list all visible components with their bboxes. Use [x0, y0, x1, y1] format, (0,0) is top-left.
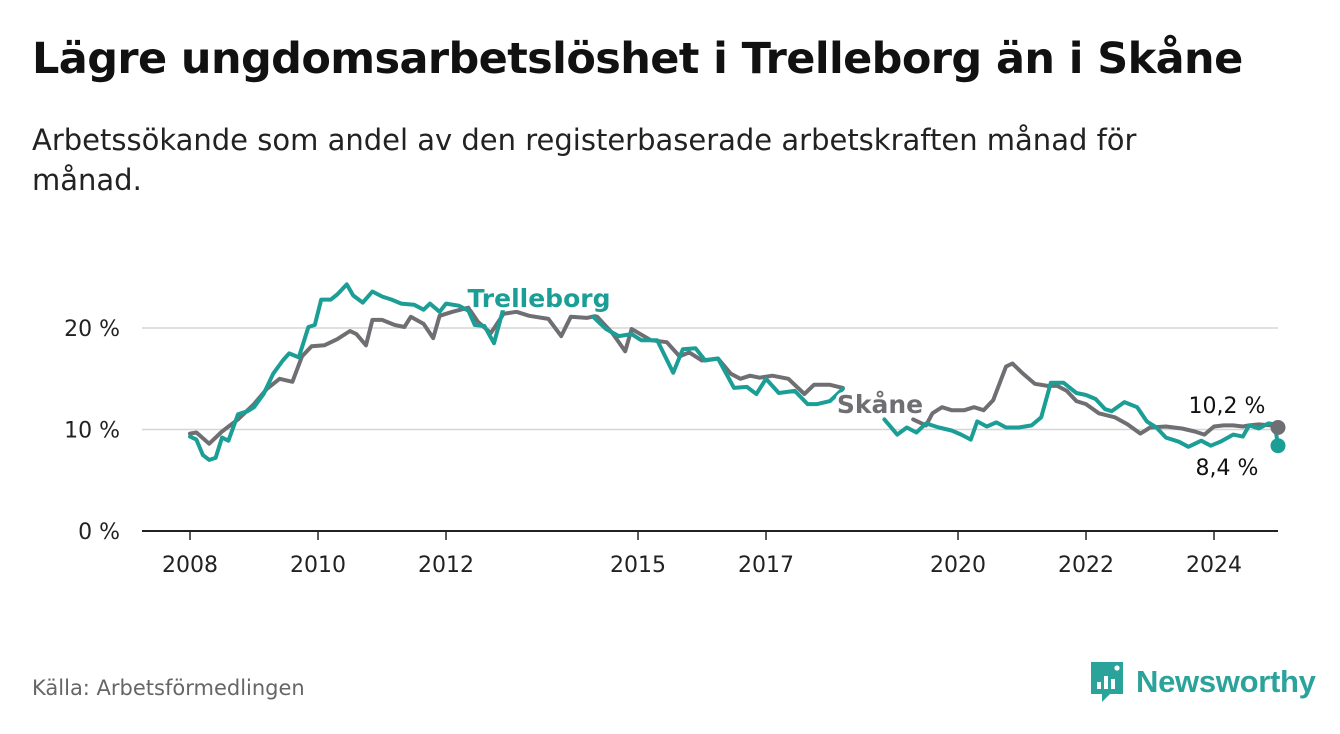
y-tick-label: 20 % [64, 317, 120, 342]
x-tick-label: 2024 [1186, 553, 1242, 578]
newsworthy-chart-icon [1091, 662, 1123, 702]
x-axis-ticks: 2008 2010 2012 2015 2017 2020 2022 2024 [162, 531, 1242, 578]
source-note: Källa: Arbetsförmedlingen [32, 676, 305, 700]
brand-logo: Newsworthy [1088, 660, 1316, 704]
x-tick-label: 2020 [930, 553, 986, 578]
end-point-trelleborg [1270, 438, 1286, 454]
y-tick-label: 10 % [64, 419, 120, 444]
x-tick-label: 2022 [1058, 553, 1114, 578]
grid-lines [142, 327, 1278, 532]
x-tick-label: 2012 [418, 553, 474, 578]
x-tick-label: 2010 [290, 553, 346, 578]
end-point-skane [1270, 419, 1286, 435]
brand-name: Newsworthy [1136, 664, 1316, 699]
x-tick-label: 2008 [162, 553, 218, 578]
series-line-trelleborg [882, 380, 1280, 449]
chart-subtitle: Arbetssökande som andel av den registerb… [32, 123, 1137, 197]
y-tick-label: 0 % [78, 520, 120, 545]
series-line-skane [188, 305, 845, 446]
series-line-trelleborg [591, 314, 845, 407]
series-labels: Trelleborg Skåne 10,2 % 8,4 % [465, 281, 1266, 481]
series-label-skane: Skåne [837, 390, 923, 419]
end-value-label-skane: 10,2 % [1189, 394, 1266, 419]
series-line-skane [911, 361, 1280, 437]
end-value-label-trelleborg: 8,4 % [1196, 456, 1259, 481]
chart-title: Lägre ungdomsarbetslöshet i Trelleborg ä… [32, 34, 1243, 84]
series-label-trelleborg: Trelleborg [468, 284, 611, 313]
x-tick-label: 2015 [610, 553, 666, 578]
series-lines [188, 282, 1286, 462]
line-chart: 0 % 10 % 20 % 2008 2010 2012 2015 2017 2020 2022… [64, 281, 1286, 578]
series-line-trelleborg [188, 282, 506, 462]
x-tick-label: 2017 [738, 553, 794, 578]
y-axis-ticks: 0 % 10 % 20 % [64, 317, 120, 545]
